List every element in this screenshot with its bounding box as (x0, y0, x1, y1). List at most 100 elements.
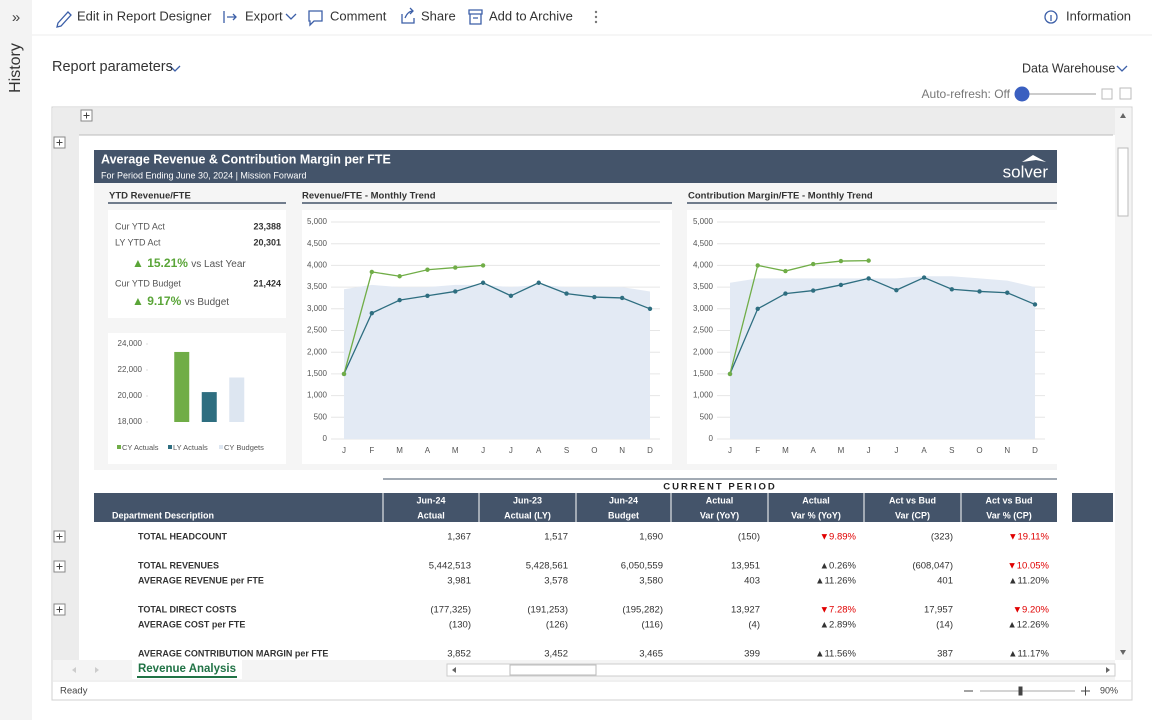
v-scroll-thumb[interactable] (1117, 147, 1129, 217)
x-tick-label: D (647, 446, 653, 455)
x-tick-label: F (755, 446, 760, 455)
point (1032, 302, 1038, 307)
kpi-label: Cur YTD Act (115, 221, 165, 231)
kpi-panel (108, 210, 286, 318)
kpi-value: 20,301 (253, 237, 281, 247)
x-tick-label: S (564, 446, 569, 455)
y-tick-label: 3,500 (307, 282, 328, 291)
cell: 3,852 (447, 649, 471, 660)
cell: 13,951 (731, 561, 760, 572)
info-button[interactable]: Information (1066, 8, 1131, 23)
column-header: Actual (802, 495, 830, 505)
row-label: TOTAL DIRECT COSTS (138, 604, 237, 614)
h-scrollbar[interactable] (446, 663, 1116, 677)
toolbar-button[interactable]: Comment (330, 8, 387, 23)
grid-icon[interactable] (1119, 87, 1132, 100)
x-tick-label: F (369, 446, 374, 455)
kpi-label: LY YTD Act (115, 237, 161, 247)
toolbar-button[interactable]: Share (421, 8, 456, 23)
x-tick-label: M (452, 446, 459, 455)
auto-refresh-label: Auto-refresh: Off (922, 87, 1011, 101)
cell: (130) (449, 620, 471, 631)
cell: 3,452 (544, 649, 568, 660)
x-tick-label: M (396, 446, 403, 455)
y-tick-label: 500 (314, 412, 328, 421)
row-label: TOTAL REVENUES (138, 560, 219, 570)
x-tick-label: J (481, 446, 485, 455)
y-tick-label: 1,500 (693, 369, 714, 378)
point (341, 371, 347, 377)
point (397, 297, 402, 303)
cell: ▼9.20% (1013, 605, 1050, 616)
cell: (195,282) (622, 605, 663, 616)
cell: ▼10.05% (1007, 561, 1049, 572)
section-label: CURRENT PERIOD (663, 482, 777, 493)
h-scroll-thumb[interactable] (509, 664, 597, 676)
section-title: Contribution Margin/FTE - Monthly Trend (688, 191, 873, 202)
column-header: Act vs Bud (889, 495, 936, 505)
toolbar-button[interactable]: Export (245, 8, 283, 23)
budget-area (730, 276, 1035, 439)
more-icon[interactable] (594, 10, 598, 24)
column-header-strip (53, 108, 1115, 135)
cell: 6,050,559 (621, 561, 663, 572)
toggle-thumb[interactable] (1014, 86, 1030, 102)
column-header: Var (YoY) (700, 510, 739, 520)
cell: 13,927 (731, 605, 760, 616)
toolbar-button[interactable]: Add to Archive (489, 8, 573, 23)
y-tick-label: 18,000 (118, 417, 143, 426)
cell: 403 (744, 576, 760, 587)
toolbar-button[interactable]: Edit in Report Designer (77, 8, 212, 23)
cell: ▲11.56% (815, 649, 856, 660)
budget-area (344, 284, 650, 439)
sheet-tab-label[interactable]: Revenue Analysis (138, 663, 236, 675)
column-header: Department Description (112, 510, 214, 520)
bar-panel (108, 333, 286, 464)
expand-icon[interactable] (1101, 88, 1113, 100)
cell: 17,957 (924, 605, 953, 616)
history-tab[interactable]: History (7, 43, 24, 93)
y-tick-label: 2,500 (307, 326, 328, 335)
point (647, 306, 653, 311)
point (949, 287, 955, 292)
cell: 5,442,513 (429, 561, 471, 572)
point (536, 280, 541, 285)
cell: 5,428,561 (526, 561, 568, 572)
cell: (4) (748, 620, 760, 631)
y-tick-label: 2,500 (693, 326, 714, 335)
point (977, 289, 982, 294)
point (755, 306, 760, 311)
cell: 401 (937, 576, 953, 587)
y-tick-label: 24,000 (118, 339, 143, 348)
column-header: Var % (CP) (986, 510, 1032, 520)
kpi-value: 21,424 (253, 278, 281, 288)
cell: 1,690 (639, 532, 663, 543)
data-source[interactable]: Data Warehouse (1022, 61, 1115, 75)
report-title: Average Revenue & Contribution Margin pe… (101, 152, 391, 166)
trend-line (343, 282, 651, 375)
v-scrollbar[interactable] (1115, 108, 1131, 660)
expand-button[interactable]: » (12, 9, 20, 26)
zoom-controls[interactable] (964, 686, 1090, 696)
legend-label: CY Actuals (122, 443, 159, 452)
x-tick-label: M (838, 446, 845, 455)
row-label: AVERAGE REVENUE per FTE (138, 575, 264, 585)
logo: solver (1003, 162, 1049, 181)
x-tick-label: A (536, 446, 542, 455)
point (369, 269, 375, 275)
point (1005, 290, 1010, 295)
point (425, 293, 430, 298)
point (453, 289, 458, 294)
report-parameters[interactable]: Report parameters (52, 59, 173, 75)
y-tick-label: 20,000 (118, 391, 143, 400)
point (894, 287, 899, 293)
report: Average Revenue & Contribution Margin pe… (94, 150, 1113, 660)
point (564, 291, 569, 296)
sheet-tab[interactable] (132, 660, 242, 679)
y-tick-label: 500 (700, 412, 714, 421)
point (727, 371, 733, 377)
point (755, 263, 760, 268)
y-tick-label: 2,000 (307, 347, 328, 356)
cell: ▼19.11% (1008, 532, 1049, 543)
point (838, 258, 844, 264)
